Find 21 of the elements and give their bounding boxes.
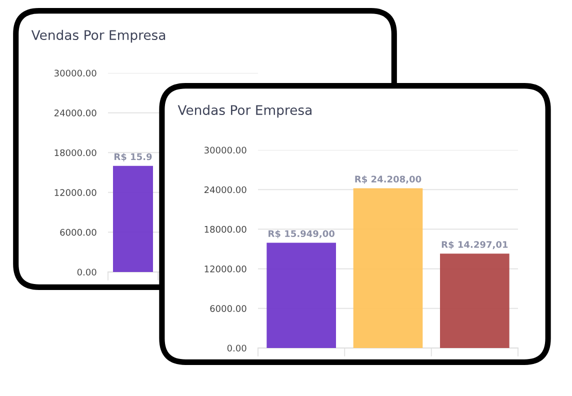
- y-tick-label: 0.00: [77, 268, 96, 276]
- y-tick-label: 18000.00: [54, 149, 96, 156]
- y-tick-label: 30000.00: [54, 70, 96, 77]
- data-label: R$ 15.949,00: [268, 230, 335, 238]
- data-label: R$ 14.297,01: [442, 240, 508, 250]
- y-tick-label: 12000.00: [54, 189, 96, 196]
- bar: [440, 254, 510, 348]
- y-tick-label: 6000.00: [210, 305, 246, 312]
- data-label: R$ 15.9: [114, 153, 152, 162]
- y-tick-label: 0.00: [227, 344, 246, 352]
- y-tick-label: 24000.00: [204, 186, 246, 194]
- y-tick-label: 24000.00: [54, 110, 96, 116]
- chart-title: Vendas Por Empresa: [31, 30, 166, 43]
- bar: [353, 188, 423, 348]
- bar: [266, 242, 336, 348]
- y-tick-label: 18000.00: [204, 226, 246, 233]
- y-tick-label: 30000.00: [204, 146, 246, 154]
- y-tick-label: 6000.00: [60, 228, 96, 236]
- data-label: R$ 24.208,00: [355, 176, 422, 184]
- y-tick-label: 12000.00: [204, 266, 246, 272]
- chart-title: Vendas Por Empresa: [178, 104, 312, 118]
